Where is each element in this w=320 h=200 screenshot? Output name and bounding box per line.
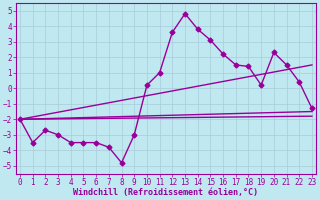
X-axis label: Windchill (Refroidissement éolien,°C): Windchill (Refroidissement éolien,°C): [74, 188, 259, 197]
